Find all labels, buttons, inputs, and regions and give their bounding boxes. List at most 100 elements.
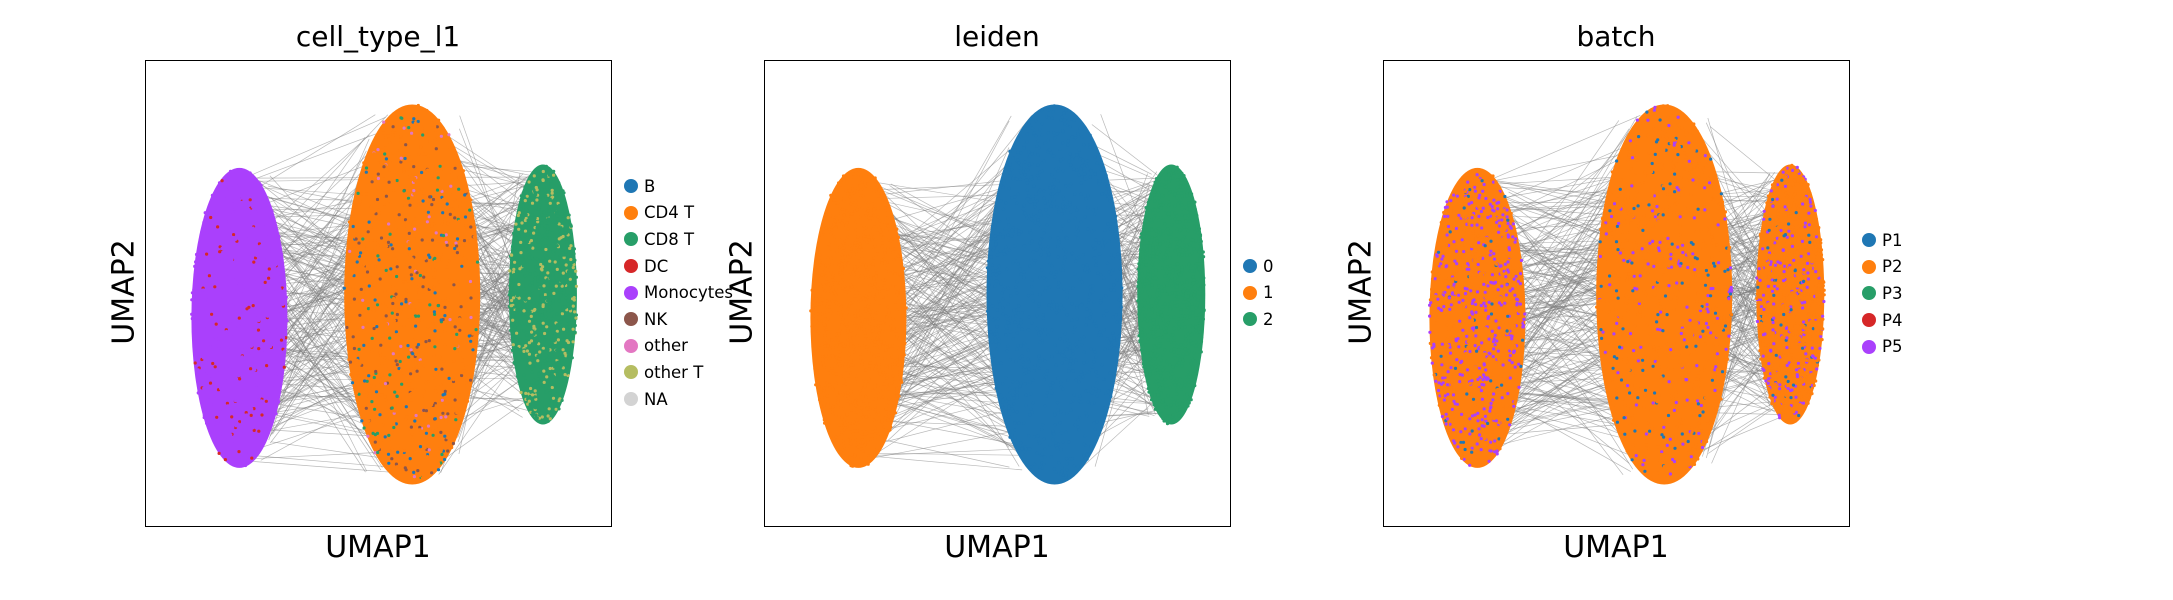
data-point <box>1088 316 1092 320</box>
data-point <box>453 318 457 322</box>
data-point <box>827 371 831 375</box>
data-point <box>826 401 830 405</box>
data-point <box>1015 280 1019 284</box>
data-point <box>222 373 226 377</box>
data-point <box>453 246 457 251</box>
data-point <box>259 382 263 386</box>
data-point <box>458 324 462 328</box>
data-point <box>1076 425 1080 429</box>
data-point <box>822 386 826 390</box>
data-point <box>229 433 233 437</box>
data-point <box>1099 333 1103 337</box>
data-point <box>849 328 853 333</box>
data-point <box>264 225 268 229</box>
data-point <box>532 332 536 336</box>
data-point <box>236 371 240 375</box>
data-point <box>557 326 561 330</box>
data-point <box>418 425 422 429</box>
data-point <box>416 296 420 300</box>
data-point <box>895 394 899 398</box>
data-point <box>378 380 382 384</box>
data-point <box>379 353 383 357</box>
data-point <box>526 380 530 384</box>
data-point <box>1092 421 1097 425</box>
data-point <box>833 439 837 443</box>
data-point <box>1044 286 1048 290</box>
data-point <box>373 440 377 444</box>
data-point <box>219 379 223 383</box>
data-point <box>247 234 251 238</box>
data-point <box>862 399 866 403</box>
data-point <box>200 291 204 295</box>
data-point <box>1070 318 1074 322</box>
data-point <box>376 148 380 152</box>
data-point <box>200 256 205 260</box>
data-point <box>556 281 560 285</box>
data-point <box>1065 313 1069 317</box>
data-point <box>386 330 390 334</box>
data-point <box>1103 182 1107 186</box>
data-point <box>1106 190 1110 194</box>
data-point <box>543 233 547 237</box>
data-point <box>520 257 524 261</box>
data-point <box>1027 194 1031 198</box>
data-point <box>889 324 893 328</box>
data-point <box>827 305 832 309</box>
data-point <box>537 304 541 308</box>
data-point <box>269 303 274 307</box>
data-point <box>873 437 877 441</box>
data-point <box>860 180 864 184</box>
data-point <box>258 334 262 338</box>
data-point <box>416 350 420 354</box>
data-point <box>257 395 261 399</box>
data-point <box>854 422 859 426</box>
data-point <box>527 293 531 297</box>
data-point <box>376 450 380 455</box>
data-point <box>210 397 214 401</box>
data-point <box>540 221 544 225</box>
data-point <box>220 194 224 198</box>
data-point <box>398 138 402 142</box>
data-point <box>469 264 473 268</box>
data-point <box>888 363 892 367</box>
data-point <box>229 348 233 352</box>
data-point <box>1077 173 1081 177</box>
data-point <box>385 293 389 297</box>
data-point <box>848 320 852 324</box>
data-point <box>548 295 552 299</box>
data-point <box>838 268 842 272</box>
data-point <box>539 262 543 267</box>
data-point <box>557 222 561 226</box>
data-point <box>846 333 850 337</box>
data-point <box>566 340 571 345</box>
data-point <box>876 384 880 388</box>
data-point <box>261 342 265 346</box>
data-point <box>515 232 519 236</box>
data-point <box>814 383 818 387</box>
data-point <box>383 395 387 399</box>
data-point <box>1041 228 1046 232</box>
data-point <box>434 147 438 151</box>
data-point <box>209 374 214 378</box>
data-point <box>892 390 896 394</box>
data-point <box>550 286 554 290</box>
data-point <box>545 375 549 379</box>
data-point <box>1107 341 1111 345</box>
data-point <box>1001 207 1006 211</box>
x-axis-label: UMAP1 <box>325 530 431 565</box>
data-point <box>261 193 265 197</box>
data-point <box>564 240 569 244</box>
data-point <box>359 356 363 360</box>
data-point <box>257 351 261 355</box>
data-point <box>848 371 853 375</box>
data-point <box>826 256 830 260</box>
data-point <box>226 378 230 382</box>
data-point <box>552 383 556 387</box>
data-point <box>209 320 213 324</box>
data-point <box>231 285 235 289</box>
data-point <box>848 349 852 353</box>
data-point <box>1043 359 1047 363</box>
data-point <box>1109 288 1113 292</box>
data-point <box>860 206 864 210</box>
data-point <box>231 380 235 384</box>
